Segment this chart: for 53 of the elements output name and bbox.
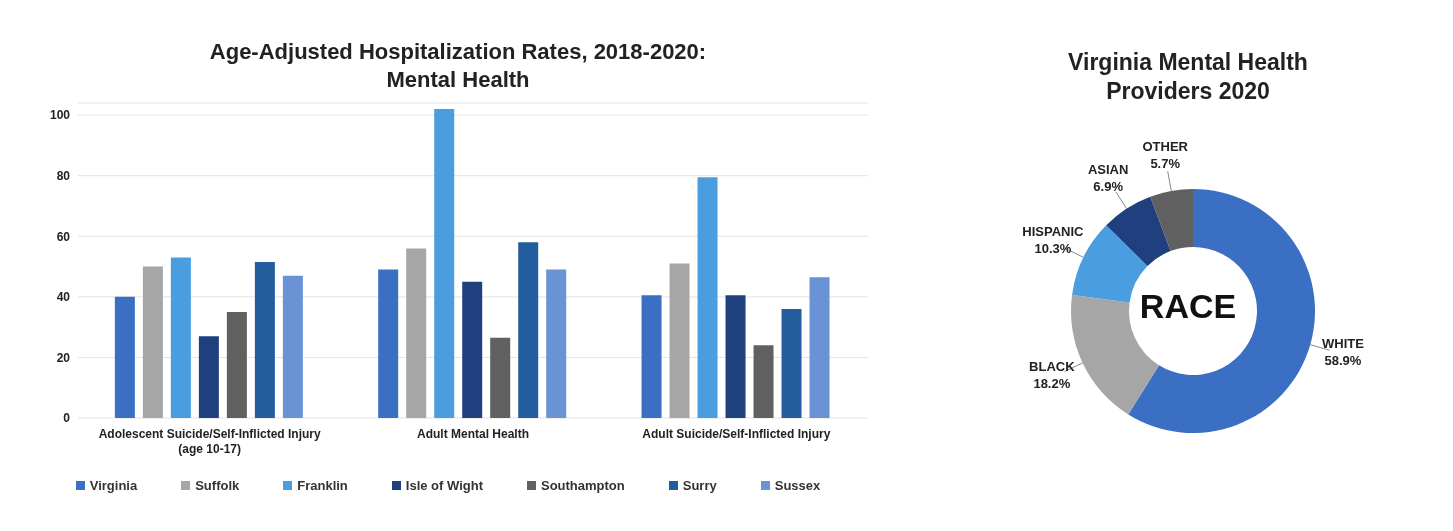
legend-label: Sussex: [773, 478, 821, 493]
x-tick-label: Adolescent Suicide/Self-Inflicted Injury (age 10-17): [98, 427, 322, 456]
slice-label: HISPANIC: [1022, 223, 1085, 239]
bar: [226, 311, 247, 418]
data-label: 6.9%: [1093, 178, 1124, 194]
bar: [142, 266, 163, 418]
y-tick-label: 100: [49, 108, 71, 123]
legend-label: Surry: [681, 478, 717, 493]
chart-title: Age-Adjusted Hospitalization Rates, 2018-2020: Mental Health: [208, 38, 708, 93]
bar: [198, 336, 219, 418]
legend-label: Suffolk: [194, 478, 240, 493]
bar: [641, 295, 662, 418]
bar: [809, 277, 830, 418]
bar: [254, 262, 275, 418]
data-label: 10.3%: [1034, 240, 1072, 256]
data-label: 5.7%: [1150, 155, 1181, 171]
bar: [546, 269, 567, 418]
text: RACE: [1138, 285, 1238, 327]
slice-label: WHITE: [1322, 335, 1365, 351]
x-tick-label: Adult Suicide/Self-Inflicted Injury: [642, 427, 831, 441]
bar: [434, 109, 455, 418]
y-tick-label: 40: [56, 290, 71, 305]
bar: [378, 269, 399, 418]
data-label: 18.2%: [1033, 375, 1071, 391]
bar: [114, 296, 135, 418]
bar: [406, 248, 427, 418]
y-tick-label: 0: [63, 411, 71, 426]
legend-label: Isle of Wight: [404, 478, 483, 493]
bar: [170, 257, 191, 418]
bar: [753, 345, 774, 418]
legend-label: Southampton: [540, 478, 625, 493]
y-tick-label: 60: [56, 229, 71, 244]
bar: [282, 275, 303, 418]
bar: [697, 177, 718, 418]
bar: [462, 281, 483, 418]
bar: [781, 308, 802, 418]
donut-slice: [1150, 188, 1193, 251]
slice-label: OTHER: [1142, 138, 1189, 154]
chart-title: Virginia Mental Health Providers 2020: [1067, 48, 1309, 106]
slice-label: BLACK: [1029, 358, 1076, 374]
y-tick-label: 80: [56, 168, 71, 183]
bar: [725, 295, 746, 418]
data-label: 58.9%: [1324, 352, 1362, 368]
y-tick-label: 20: [56, 350, 71, 365]
legend-label: Virginia: [88, 478, 138, 493]
x-tick-label: Adult Mental Health: [416, 427, 530, 441]
bar: [490, 337, 511, 418]
legend-label: Franklin: [296, 478, 348, 493]
donut-slice: [1106, 196, 1171, 266]
slice-label: ASIAN: [1087, 161, 1129, 177]
bar: [518, 242, 539, 418]
donut-slice: [1128, 188, 1315, 433]
bar: [669, 263, 690, 418]
